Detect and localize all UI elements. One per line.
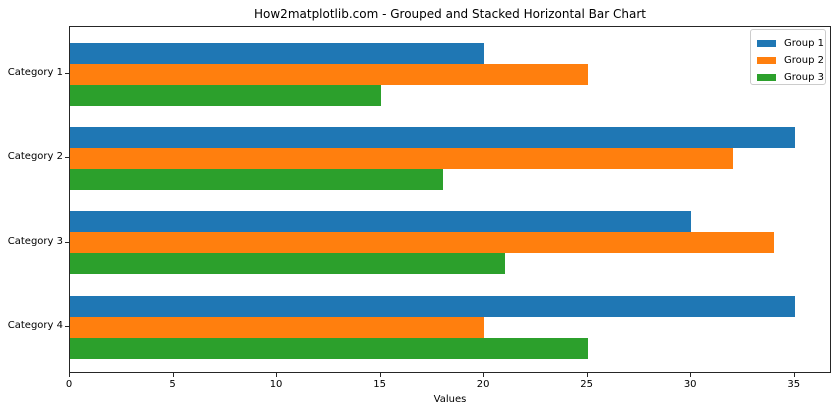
bar-group3-category4 (70, 337, 588, 359)
bar-group1-category3 (70, 211, 692, 233)
x-tick-label-5: 5 (169, 379, 176, 390)
bar-group2-category4 (70, 316, 485, 338)
legend-swatch-group3 (757, 74, 776, 81)
y-tick-label-category4: Category 4 (7, 320, 63, 331)
legend-swatch-group1 (757, 40, 776, 47)
plot-area (69, 26, 831, 373)
bar-group2-category3 (70, 232, 775, 254)
legend-entry-group2: Group 2 (751, 52, 825, 69)
x-tick-mark-35 (793, 373, 795, 377)
y-tick-mark-category4 (65, 326, 69, 327)
x-tick-label-20: 20 (476, 379, 490, 390)
bar-group3-category3 (70, 253, 505, 275)
bar-group3-category2 (70, 168, 443, 190)
x-tick-label-25: 25 (580, 379, 594, 390)
x-tick-mark-15 (379, 373, 381, 377)
y-tick-label-category1: Category 1 (7, 67, 63, 78)
legend-entry-group1: Group 1 (751, 35, 825, 52)
y-tick-mark-category2 (65, 157, 69, 159)
y-tick-mark-category3 (65, 241, 69, 243)
bar-group1-category4 (70, 295, 795, 317)
x-tick-mark-20 (483, 373, 485, 377)
bar-group2-category2 (70, 147, 733, 169)
legend-swatch-group2 (757, 57, 776, 64)
x-tick-label-0: 0 (65, 379, 73, 390)
legend-label-group1: Group 1 (784, 38, 824, 49)
bar-group2-category1 (70, 63, 588, 85)
chart-title: How2matplotlib.com - Grouped and Stacked… (254, 7, 646, 21)
x-tick-mark-0 (69, 373, 70, 377)
bar-group1-category1 (70, 42, 485, 64)
x-tick-label-10: 10 (269, 379, 283, 390)
bar-group1-category2 (70, 126, 795, 148)
bar-group3-category1 (70, 84, 381, 106)
x-tick-label-30: 30 (683, 379, 697, 390)
legend-label-group2: Group 2 (784, 55, 824, 66)
x-tick-mark-10 (276, 373, 278, 377)
legend-entry-group3: Group 3 (751, 69, 825, 86)
x-tick-mark-5 (172, 373, 174, 377)
x-tick-label-35: 35 (787, 379, 801, 390)
legend: Group 1 Group 2 Group 3 (750, 29, 826, 85)
y-tick-label-category2: Category 2 (7, 151, 63, 163)
x-tick-mark-30 (690, 373, 692, 377)
legend-label-group3: Group 3 (784, 72, 824, 83)
x-tick-label-15: 15 (373, 379, 386, 390)
y-tick-label-category3: Category 3 (7, 235, 63, 247)
x-tick-mark-25 (586, 373, 588, 377)
y-tick-mark-category1 (65, 73, 69, 74)
x-axis-label: Values (433, 394, 467, 405)
